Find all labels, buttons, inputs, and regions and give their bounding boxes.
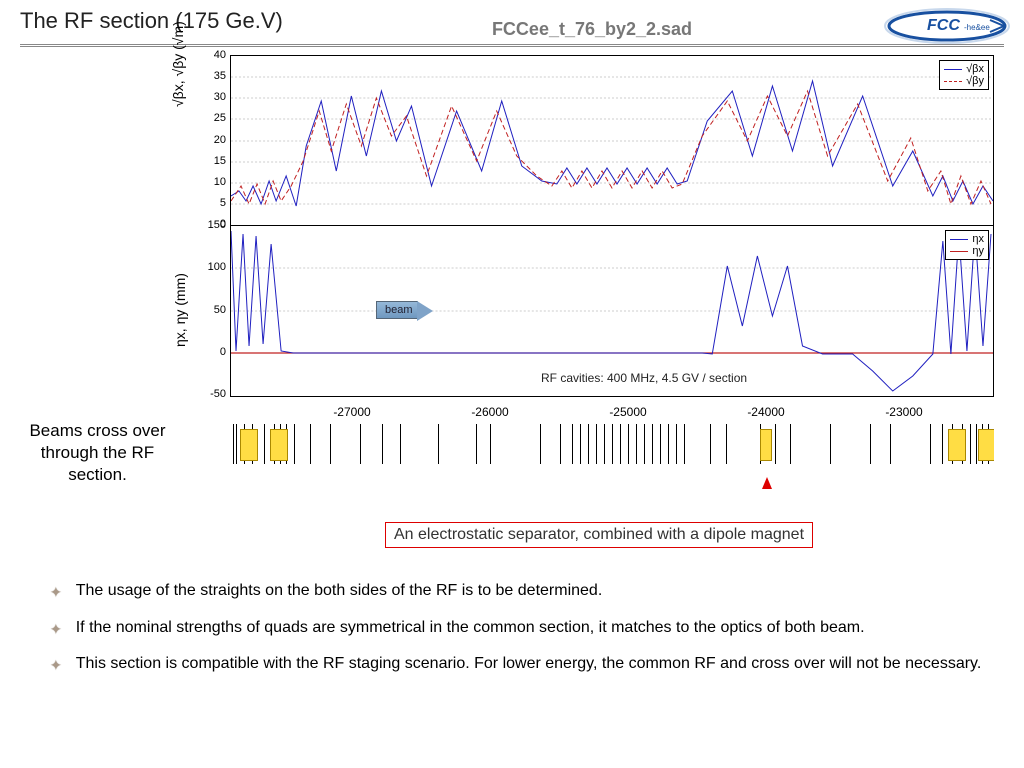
lattice-block [760, 429, 772, 461]
lattice-tick [668, 424, 669, 464]
lattice-tick [264, 424, 265, 464]
plot2-ylabel: ηx, ηy (mm) [172, 273, 188, 347]
lattice-block [240, 429, 258, 461]
lattice-tick [684, 424, 685, 464]
lattice-block [270, 429, 288, 461]
lattice-tick [636, 424, 637, 464]
chart-file-title: FCCee_t_76_by2_2.sad [492, 19, 692, 40]
lattice-tick [870, 424, 871, 464]
lattice-tick [490, 424, 491, 464]
plot1-ylabel: √βx, √βy (√m) [170, 21, 186, 107]
lattice-tick [604, 424, 605, 464]
lattice-tick [726, 424, 727, 464]
lattice-tick [710, 424, 711, 464]
lattice-tick [652, 424, 653, 464]
bullet-item: ✦ This section is compatible with the RF… [50, 653, 994, 676]
lattice-tick [588, 424, 589, 464]
bullet-list: ✦ The usage of the straights on the both… [50, 580, 994, 690]
lattice-tick [596, 424, 597, 464]
plot1-legend: √βx √βy [939, 60, 989, 90]
rf-cavity-note: RF cavities: 400 MHz, 4.5 GV / section [541, 371, 747, 385]
beams-cross-note: Beams cross over through the RF section. [15, 420, 180, 486]
lattice-tick [438, 424, 439, 464]
lattice-tick [360, 424, 361, 464]
lattice-tick [790, 424, 791, 464]
lattice-tick [970, 424, 971, 464]
logo-text: FCC [927, 17, 960, 34]
lattice-tick [560, 424, 561, 464]
lattice-tick [310, 424, 311, 464]
lattice-tick [580, 424, 581, 464]
fcc-logo: FCC -he&ee [882, 6, 1012, 46]
bullet-item: ✦ The usage of the straights on the both… [50, 580, 994, 603]
lattice-tick [676, 424, 677, 464]
lattice-block [948, 429, 966, 461]
lattice-tick [330, 424, 331, 464]
eta-plot: ηx ηy beam RF cavities: 400 MHz, 4.5 GV … [230, 225, 994, 397]
lattice-tick [930, 424, 931, 464]
lattice-tick [976, 424, 977, 464]
lattice-tick [890, 424, 891, 464]
logo-subtext: -he&ee [964, 23, 990, 32]
lattice-tick [233, 424, 234, 464]
lattice-tick [775, 424, 776, 464]
separator-arrow-icon [762, 477, 772, 489]
bullet-icon: ✦ [50, 653, 62, 676]
bullet-icon: ✦ [50, 580, 62, 603]
lattice-tick [620, 424, 621, 464]
lattice-tick [942, 424, 943, 464]
lattice-tick [612, 424, 613, 464]
lattice-tick [644, 424, 645, 464]
lattice-tick [400, 424, 401, 464]
separator-callout: An electrostatic separator, combined wit… [385, 522, 813, 548]
beta-plot: √βx √βy [230, 55, 994, 227]
lattice-tick [382, 424, 383, 464]
lattice-tick [236, 424, 237, 464]
lattice-tick [572, 424, 573, 464]
bullet-icon: ✦ [50, 617, 62, 640]
charts-area: FCCee_t_76_by2_2.sad √βx, √βy (√m) ηx, η… [180, 47, 1004, 487]
beam-arrow: beam [376, 301, 418, 319]
beta-plot-svg [231, 56, 993, 226]
lattice-tick [660, 424, 661, 464]
bullet-item: ✦ If the nominal strengths of quads are … [50, 617, 994, 640]
plot1-grid [231, 77, 993, 204]
lattice-tick [476, 424, 477, 464]
lattice-tick [830, 424, 831, 464]
lattice-tick [628, 424, 629, 464]
lattice-synoptic [230, 409, 994, 479]
plot2-legend: ηx ηy [945, 230, 989, 260]
lattice-tick [540, 424, 541, 464]
lattice-tick [294, 424, 295, 464]
lattice-block [978, 429, 994, 461]
